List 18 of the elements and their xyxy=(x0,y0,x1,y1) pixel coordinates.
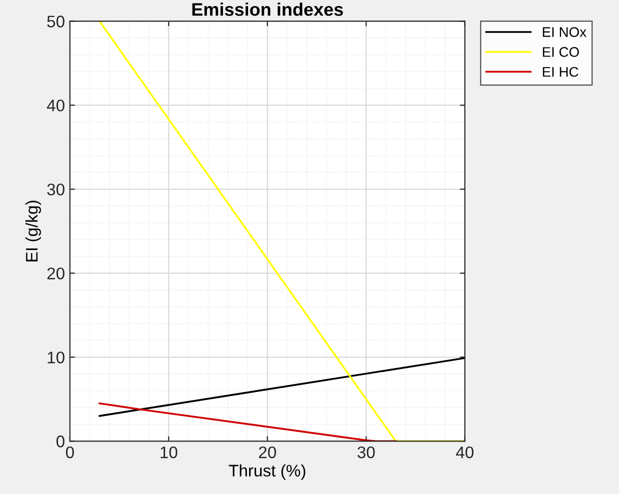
y-tick-label: 20 xyxy=(47,268,64,280)
x-tick-label: 20 xyxy=(258,446,276,458)
x-tick-label: 30 xyxy=(358,446,375,458)
y-tick-label: 30 xyxy=(47,184,64,196)
y-tick-label: 40 xyxy=(46,100,64,112)
x-axis-title: Thrust (%) xyxy=(228,464,306,480)
legend-label: EI HC xyxy=(542,66,578,77)
y-axis-title: EI (g/kg) xyxy=(25,200,41,262)
y-tick-label: 50 xyxy=(47,16,64,28)
legend-label: EI CO xyxy=(542,47,579,57)
y-tick-label: 0 xyxy=(56,436,64,448)
x-tick-label: 0 xyxy=(66,446,74,458)
x-tick-label: 40 xyxy=(456,446,474,458)
x-tick-label: 10 xyxy=(160,446,178,458)
legend-label: EI NOx xyxy=(542,27,586,37)
y-tick-label: 10 xyxy=(48,352,64,364)
line-series xyxy=(98,402,397,442)
chart-title: Emission indexes xyxy=(192,2,343,16)
